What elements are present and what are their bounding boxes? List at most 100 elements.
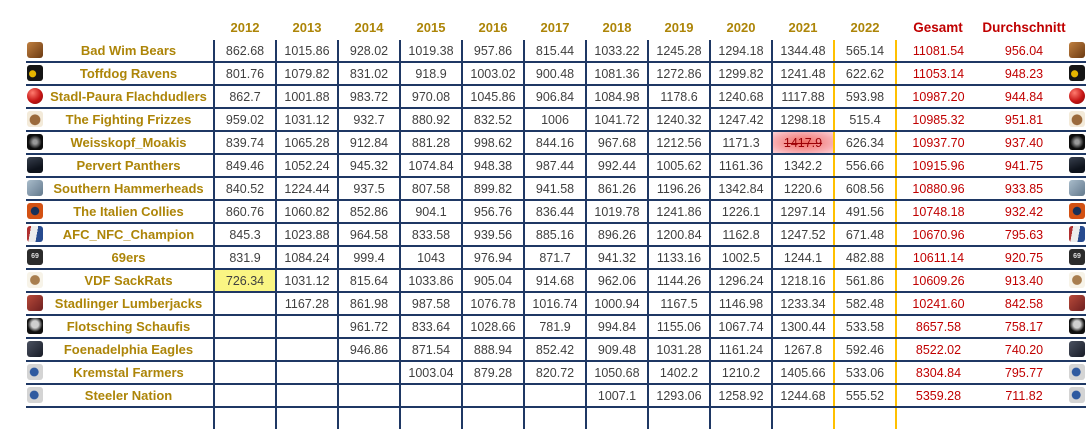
year-value-cell[interactable]: 885.16 [523,223,586,247]
year-value-cell[interactable]: 482.88 [833,246,896,270]
total-value-cell[interactable]: 8522.02 [895,338,980,362]
year-value-cell[interactable]: 1045.86 [461,85,524,109]
year-value-cell[interactable]: 961.72 [337,315,400,339]
team-name-cell[interactable]: Stadl-Paura Flachdudlers [44,85,214,109]
year-header-2018[interactable]: 2018 [602,19,632,35]
year-value-cell[interactable]: 928.02 [337,40,400,63]
year-value-cell[interactable]: 1016.74 [523,292,586,316]
year-value-cell[interactable]: 815.44 [523,40,586,63]
empty-cell[interactable] [461,407,524,429]
year-value-cell[interactable]: 1161.24 [709,338,772,362]
year-value-cell[interactable]: 840.52 [213,177,276,201]
year-value-cell[interactable]: 994.84 [585,315,648,339]
year-value-cell[interactable]: 626.34 [833,131,896,155]
year-value-cell[interactable]: 832.52 [461,108,524,132]
year-value-cell[interactable]: 1050.68 [585,361,648,385]
total-value-cell[interactable]: 11081.54 [895,40,980,63]
year-value-cell[interactable]: 815.64 [337,269,400,293]
empty-cell[interactable] [771,407,834,429]
year-value-cell[interactable]: 957.86 [461,40,524,63]
year-value-cell[interactable]: 967.68 [585,131,648,155]
year-value-cell[interactable]: 1031.28 [647,338,710,362]
year-value-cell[interactable]: 1031.12 [275,108,338,132]
year-value-cell[interactable]: 1007.1 [585,384,648,408]
year-value-cell[interactable]: 515.4 [833,108,896,132]
year-header-2021[interactable]: 2021 [788,19,818,35]
year-value-cell[interactable]: 939.56 [461,223,524,247]
year-value-cell[interactable]: 1052.24 [275,154,338,178]
year-value-cell[interactable]: 1003.04 [399,361,462,385]
year-value-cell[interactable]: 1033.86 [399,269,462,293]
year-value-cell[interactable]: 593.98 [833,85,896,109]
empty-cell[interactable] [523,407,586,429]
empty-cell[interactable] [337,407,400,429]
team-name-cell[interactable]: Stadlinger Lumberjacks [44,292,214,316]
total-value-cell[interactable]: 10609.26 [895,269,980,293]
year-value-cell[interactable]: 1005.62 [647,154,710,178]
year-value-cell[interactable]: 1296.24 [709,269,772,293]
average-value-cell[interactable]: 920.75 [980,246,1068,270]
year-value-cell[interactable]: 896.26 [585,223,648,247]
year-value-cell[interactable] [213,292,276,316]
year-value-cell[interactable]: 1210.2 [709,361,772,385]
year-value-cell[interactable]: 1081.36 [585,62,648,86]
team-name-cell[interactable]: Flotsching Schaufis [44,315,214,339]
year-value-cell[interactable]: 946.86 [337,338,400,362]
year-value-cell[interactable]: 844.16 [523,131,586,155]
year-value-cell[interactable]: 906.84 [523,85,586,109]
team-name-cell[interactable]: AFC_NFC_Champion [44,223,214,247]
year-value-cell[interactable] [399,384,462,408]
year-value-cell[interactable]: 962.06 [585,269,648,293]
total-value-cell[interactable]: 10937.70 [895,131,980,155]
year-value-cell[interactable]: 862.7 [213,85,276,109]
average-header[interactable]: Durchschnitt [982,19,1066,35]
year-value-cell[interactable]: 671.48 [833,223,896,247]
year-value-cell[interactable]: 1074.84 [399,154,462,178]
year-value-cell[interactable]: 860.76 [213,200,276,224]
year-value-cell[interactable]: 1402.2 [647,361,710,385]
year-value-cell[interactable]: 565.14 [833,40,896,63]
team-name-cell[interactable]: Foenadelphia Eagles [44,338,214,362]
year-value-cell[interactable]: 1299.82 [709,62,772,86]
year-value-cell[interactable]: 959.02 [213,108,276,132]
year-value-cell[interactable]: 1245.28 [647,40,710,63]
average-value-cell[interactable]: 842.58 [980,292,1068,316]
team-name-cell[interactable]: The Fighting Frizzes [44,108,214,132]
year-value-cell[interactable]: 1247.52 [771,223,834,247]
empty-cell[interactable] [980,407,1068,429]
year-value-cell[interactable]: 899.82 [461,177,524,201]
year-value-cell[interactable]: 1240.32 [647,108,710,132]
year-value-cell[interactable]: 1233.34 [771,292,834,316]
year-value-cell[interactable]: 1167.28 [275,292,338,316]
team-name-cell[interactable]: VDF SackRats [44,269,214,293]
empty-cell[interactable] [709,407,772,429]
year-value-cell[interactable]: 556.66 [833,154,896,178]
year-value-cell[interactable]: 1060.82 [275,200,338,224]
year-value-cell[interactable]: 983.72 [337,85,400,109]
year-value-cell[interactable]: 1162.8 [709,223,772,247]
year-value-cell[interactable]: 555.52 [833,384,896,408]
year-value-cell[interactable]: 1167.5 [647,292,710,316]
year-value-cell[interactable]: 1133.16 [647,246,710,270]
year-value-cell[interactable]: 1258.92 [709,384,772,408]
year-value-cell[interactable]: 964.58 [337,223,400,247]
year-value-cell[interactable]: 1226.1 [709,200,772,224]
year-value-cell[interactable]: 1200.84 [647,223,710,247]
year-value-cell[interactable]: 970.08 [399,85,462,109]
year-value-cell[interactable]: 839.74 [213,131,276,155]
year-value-cell[interactable]: 1293.06 [647,384,710,408]
year-value-cell[interactable]: 622.62 [833,62,896,86]
year-header-2022[interactable]: 2022 [850,19,880,35]
year-value-cell[interactable]: 937.5 [337,177,400,201]
year-value-cell[interactable]: 726.34 [213,269,276,293]
year-header-2015[interactable]: 2015 [416,19,446,35]
year-value-cell[interactable]: 1041.72 [585,108,648,132]
year-value-cell[interactable]: 592.46 [833,338,896,362]
total-value-cell[interactable]: 10748.18 [895,200,980,224]
average-value-cell[interactable]: 795.63 [980,223,1068,247]
year-value-cell[interactable]: 1342.2 [771,154,834,178]
year-value-cell[interactable]: 1023.88 [275,223,338,247]
year-value-cell[interactable]: 1267.8 [771,338,834,362]
year-value-cell[interactable]: 1002.5 [709,246,772,270]
year-value-cell[interactable]: 1297.14 [771,200,834,224]
